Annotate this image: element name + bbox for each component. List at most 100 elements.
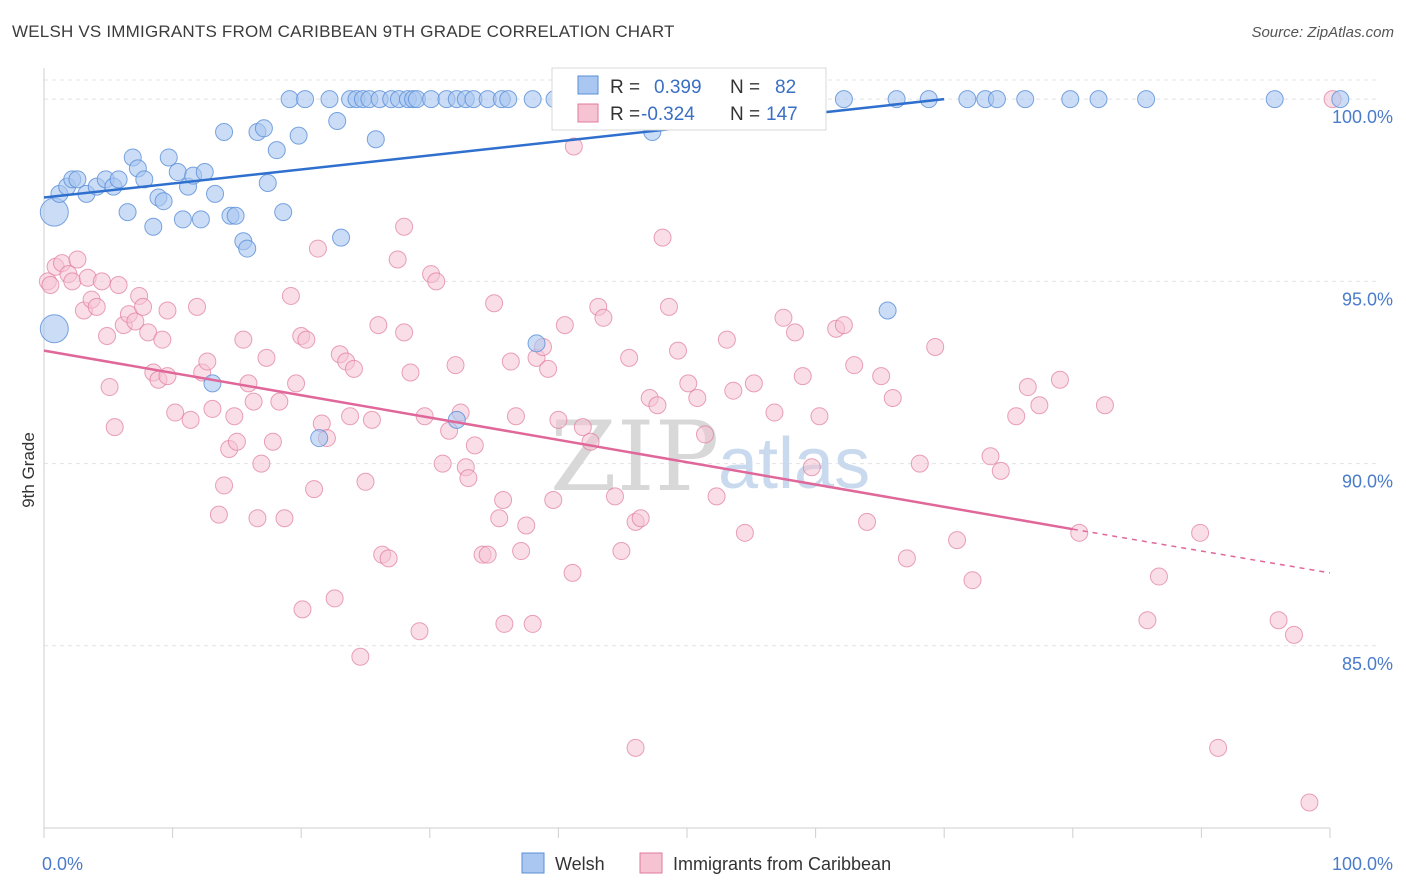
caribbean-point xyxy=(774,308,793,327)
caribbean-point xyxy=(134,297,153,316)
caribbean-point xyxy=(501,352,520,371)
caribbean-point xyxy=(555,316,574,335)
bottom-legend-welsh: Welsh xyxy=(555,854,605,874)
caribbean-point xyxy=(293,600,312,619)
caribbean-point xyxy=(305,480,324,499)
caribbean-point xyxy=(209,505,228,524)
caribbean-point xyxy=(1300,793,1319,812)
welsh-point xyxy=(527,334,546,353)
welsh-point xyxy=(280,90,299,109)
caribbean-point xyxy=(379,549,398,568)
caribbean-point xyxy=(139,323,158,342)
y-tick-label: 85.0% xyxy=(1342,654,1393,674)
y-axis-title: 9th Grade xyxy=(19,432,38,508)
welsh-point xyxy=(958,90,977,109)
legend-welsh-n-label: N = xyxy=(730,77,760,98)
caribbean-point xyxy=(446,356,465,375)
welsh-point xyxy=(332,228,351,247)
welsh-point xyxy=(118,203,137,222)
legend-swatch-caribbean xyxy=(577,103,599,123)
caribbean-trend-line xyxy=(43,349,1074,531)
bottom-legend-swatch-welsh xyxy=(521,852,545,874)
caribbean-trend-extension xyxy=(1072,528,1331,574)
legend-caribbean-n-label: N = xyxy=(730,104,760,125)
caribbean-point xyxy=(744,374,763,393)
caribbean-points xyxy=(38,90,1342,812)
axes xyxy=(43,68,1331,838)
caribbean-point xyxy=(158,301,177,320)
caribbean-point xyxy=(963,571,982,590)
caribbean-point xyxy=(41,276,60,295)
caribbean-point xyxy=(991,461,1010,480)
caribbean-point xyxy=(793,367,812,386)
caribbean-point xyxy=(653,228,672,247)
caribbean-point xyxy=(1191,523,1210,542)
caribbean-point xyxy=(68,250,87,269)
caribbean-point xyxy=(325,589,344,608)
caribbean-point xyxy=(564,137,583,156)
caribbean-point xyxy=(696,425,715,444)
caribbean-point xyxy=(356,472,375,491)
caribbean-point xyxy=(410,622,429,641)
caribbean-point xyxy=(897,549,916,568)
caribbean-point xyxy=(166,403,185,422)
caribbean-point xyxy=(465,436,484,455)
caribbean-point xyxy=(270,392,289,411)
welsh-point xyxy=(523,90,542,109)
welsh-point xyxy=(226,206,245,225)
caribbean-point xyxy=(573,418,592,437)
caribbean-point xyxy=(910,454,929,473)
caribbean-point xyxy=(287,374,306,393)
legend-caribbean-n-value: 147 xyxy=(766,104,798,125)
caribbean-point xyxy=(845,356,864,375)
welsh-point xyxy=(878,301,897,320)
caribbean-point xyxy=(872,367,891,386)
welsh-point xyxy=(39,197,69,227)
welsh-point xyxy=(274,203,293,222)
legend-welsh-n-value: 82 xyxy=(775,77,796,98)
caribbean-point xyxy=(539,359,558,378)
caribbean-point xyxy=(105,418,124,437)
caribbean-point xyxy=(707,487,726,506)
source-label: Source: ZipAtlas.com xyxy=(1251,24,1394,41)
caribbean-point xyxy=(87,297,106,316)
bottom-legend: Welsh Immigrants from Caribbean xyxy=(521,852,891,874)
caribbean-point xyxy=(810,407,829,426)
caribbean-point xyxy=(215,476,234,495)
caribbean-point xyxy=(512,542,531,561)
watermark-atlas: atlas xyxy=(718,424,870,504)
caribbean-point xyxy=(883,388,902,407)
caribbean-point xyxy=(926,337,945,356)
caribbean-point xyxy=(297,330,316,349)
chart-title: WELSH VS IMMIGRANTS FROM CARIBBEAN 9TH G… xyxy=(12,22,675,41)
caribbean-point xyxy=(1284,625,1303,644)
caribbean-point xyxy=(341,407,360,426)
caribbean-point xyxy=(427,272,446,291)
welsh-point xyxy=(1331,90,1350,109)
caribbean-point xyxy=(858,512,877,531)
welsh-point xyxy=(310,429,329,448)
welsh-point xyxy=(154,192,173,211)
legend-caribbean-r-label: R = xyxy=(610,104,640,125)
bottom-legend-caribbean: Immigrants from Caribbean xyxy=(673,854,891,874)
welsh-point xyxy=(366,130,385,149)
grid-lines xyxy=(44,79,1380,647)
caribbean-point xyxy=(494,491,513,510)
caribbean-point xyxy=(63,272,82,291)
caribbean-point xyxy=(203,399,222,418)
welsh-point xyxy=(296,90,315,109)
caribbean-point xyxy=(786,323,805,342)
caribbean-point xyxy=(1030,396,1049,415)
caribbean-point xyxy=(717,330,736,349)
caribbean-point xyxy=(227,432,246,451)
welsh-point xyxy=(1089,90,1108,109)
welsh-point xyxy=(1137,90,1156,109)
welsh-point xyxy=(203,374,222,393)
welsh-point xyxy=(258,173,277,192)
caribbean-point xyxy=(1149,567,1168,586)
caribbean-point xyxy=(275,509,294,528)
caribbean-point xyxy=(631,509,650,528)
caribbean-point xyxy=(459,469,478,488)
caribbean-point xyxy=(517,516,536,535)
